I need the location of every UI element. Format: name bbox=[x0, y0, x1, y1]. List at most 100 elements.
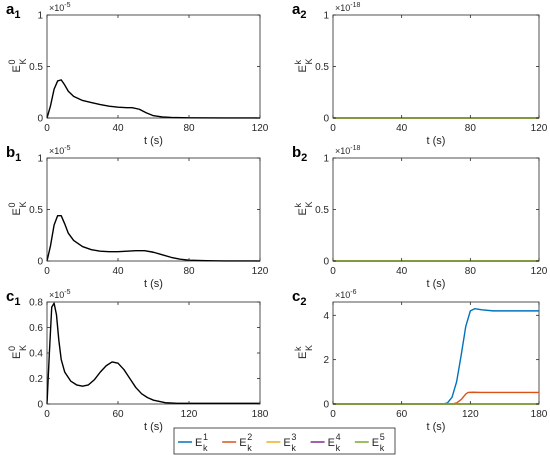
series-line-1 bbox=[333, 307, 539, 405]
panel-label: c1 bbox=[6, 288, 20, 308]
legend-label-sub: k bbox=[291, 443, 296, 453]
y-axis-label-sup: 0 bbox=[7, 346, 17, 351]
y-axis-label: Ek K bbox=[293, 58, 314, 72]
legend-label-sub: k bbox=[203, 443, 208, 453]
y-axis-label-sup: k bbox=[293, 346, 303, 351]
legend-label: E bbox=[239, 437, 246, 449]
axis-multiplier: ×10-5 bbox=[49, 289, 71, 300]
y-axis-label-base: E bbox=[11, 65, 23, 72]
y-tick-label: 0.2 bbox=[29, 374, 43, 385]
axis-multiplier: ×10-18 bbox=[335, 2, 361, 13]
y-axis-label-base: E bbox=[297, 208, 309, 215]
x-tick-label: 60 bbox=[396, 409, 408, 420]
y-tick-label: 0.5 bbox=[29, 205, 43, 216]
x-tick-label: 80 bbox=[465, 266, 477, 277]
x-tick-label: 180 bbox=[531, 409, 548, 420]
x-axis-label: t (s) bbox=[144, 135, 163, 147]
svg-text:E: E bbox=[11, 208, 23, 215]
x-tick-label: 120 bbox=[252, 123, 269, 134]
y-tick-label: 0 bbox=[37, 400, 43, 411]
legend-label: E bbox=[283, 437, 290, 449]
axes-box bbox=[46, 157, 261, 262]
y-tick-label: 0.5 bbox=[315, 205, 329, 216]
x-tick-label: 120 bbox=[531, 266, 548, 277]
series-line-1 bbox=[46, 214, 261, 262]
y-tick-label: 2 bbox=[323, 355, 329, 366]
legend-box bbox=[173, 427, 396, 455]
y-axis-label-sub: K bbox=[18, 201, 28, 207]
legend-label-sup: 5 bbox=[380, 432, 385, 442]
x-axis-label: t (s) bbox=[427, 135, 446, 147]
x-tick-label: 0 bbox=[44, 123, 50, 134]
legend-label-sup: 4 bbox=[336, 432, 341, 442]
x-tick-label: 40 bbox=[112, 123, 124, 134]
y-tick-label: 0 bbox=[37, 114, 43, 125]
legend-label-sup: 1 bbox=[203, 432, 208, 442]
svg-text:E: E bbox=[11, 352, 23, 359]
x-tick-label: 60 bbox=[112, 409, 124, 420]
y-tick-label: 0.8 bbox=[29, 298, 43, 309]
x-tick-label: 40 bbox=[112, 266, 124, 277]
x-tick-label: 120 bbox=[181, 409, 198, 420]
y-axis-label-base: E bbox=[297, 352, 309, 359]
axes-box bbox=[46, 301, 261, 405]
svg-text:E: E bbox=[297, 65, 309, 72]
axis-multiplier: ×10-5 bbox=[49, 145, 71, 156]
x-tick-label: 40 bbox=[396, 123, 408, 134]
panel-label: a2 bbox=[292, 1, 306, 21]
panel-a2: 0 40 80 120 0 0.5 1 t (s) Ek K ×10-18 a2 bbox=[292, 1, 548, 147]
axes-box bbox=[332, 14, 540, 119]
x-tick-label: 0 bbox=[330, 409, 336, 420]
y-axis-label-sup: 0 bbox=[7, 202, 17, 207]
x-tick-label: 0 bbox=[44, 409, 50, 420]
axis-multiplier: ×10-18 bbox=[335, 145, 361, 156]
y-axis-label-base: E bbox=[11, 352, 23, 359]
panel-c2: 0 60 120 180 0 2 4 t (s) Ek K ×10-6 c2 bbox=[292, 288, 548, 433]
x-axis-label: t (s) bbox=[427, 278, 446, 290]
legend-label-sub: k bbox=[247, 443, 252, 453]
x-axis-label: t (s) bbox=[427, 421, 446, 433]
y-tick-label: 1 bbox=[323, 11, 329, 22]
legend: E 1k E 2k E 3k E 4k E 5k bbox=[173, 427, 396, 455]
legend-item-3: E 3k bbox=[266, 432, 296, 453]
svg-text:E: E bbox=[297, 208, 309, 215]
legend-label-sup: 2 bbox=[247, 432, 252, 442]
y-tick-label: 0.5 bbox=[315, 62, 329, 73]
legend-label-sub: k bbox=[336, 443, 341, 453]
y-axis-label-sub: K bbox=[304, 58, 314, 64]
y-tick-label: 1 bbox=[37, 11, 43, 22]
legend-item-1: E 1k bbox=[178, 432, 208, 453]
axis-multiplier: ×10-6 bbox=[335, 289, 357, 300]
x-axis-label: t (s) bbox=[144, 421, 163, 433]
y-axis-label-base: E bbox=[297, 65, 309, 72]
y-tick-label: 1 bbox=[37, 154, 43, 165]
y-axis-label-sup: 0 bbox=[7, 59, 17, 64]
legend-item-2: E 2k bbox=[222, 432, 252, 453]
legend-item-5: E 5k bbox=[354, 432, 385, 453]
panel-label: b1 bbox=[6, 144, 21, 164]
y-axis-label: E0 K bbox=[7, 58, 28, 72]
y-tick-label: 0.4 bbox=[29, 349, 43, 360]
axes-box bbox=[46, 14, 261, 119]
x-tick-label: 0 bbox=[330, 123, 336, 134]
y-axis-label-sub: K bbox=[18, 345, 28, 351]
svg-text:E: E bbox=[11, 65, 23, 72]
y-axis-label-base: E bbox=[11, 208, 23, 215]
x-tick-label: 120 bbox=[531, 123, 548, 134]
y-tick-label: 0.5 bbox=[29, 62, 43, 73]
y-axis-label: Ek K bbox=[293, 345, 314, 359]
x-tick-label: 80 bbox=[465, 123, 477, 134]
series-line-1 bbox=[46, 302, 260, 405]
y-tick-label: 0 bbox=[323, 114, 329, 125]
y-tick-label: 0 bbox=[37, 257, 43, 268]
x-tick-label: 0 bbox=[44, 266, 50, 277]
legend-label-sup: 3 bbox=[291, 432, 296, 442]
axes-box bbox=[332, 157, 540, 262]
svg-text:E: E bbox=[297, 352, 309, 359]
y-tick-label: 0 bbox=[323, 257, 329, 268]
x-tick-label: 120 bbox=[252, 266, 269, 277]
legend-label-sub: k bbox=[380, 443, 385, 453]
panel-b2: 0 40 80 120 0 0.5 1 t (s) Ek K ×10-18 b2 bbox=[292, 144, 548, 290]
